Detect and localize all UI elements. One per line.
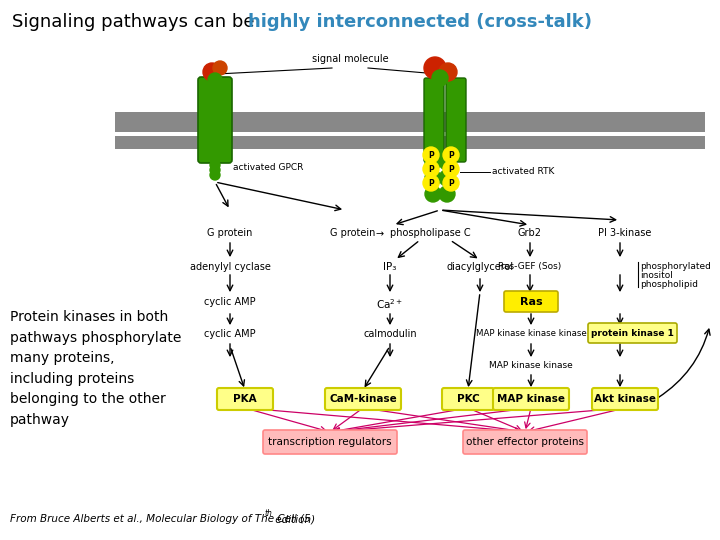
FancyBboxPatch shape xyxy=(198,77,232,163)
FancyBboxPatch shape xyxy=(424,78,444,162)
Text: highly interconnected (cross-talk): highly interconnected (cross-talk) xyxy=(248,13,592,31)
Text: Ras: Ras xyxy=(520,297,542,307)
Text: calmodulin: calmodulin xyxy=(363,329,417,339)
Text: Signaling pathways can be: Signaling pathways can be xyxy=(12,13,260,31)
Text: From Bruce Alberts et al., Molecular Biology of The Cell (5: From Bruce Alberts et al., Molecular Bio… xyxy=(10,514,310,524)
Text: adenylyl cyclase: adenylyl cyclase xyxy=(189,262,271,272)
Text: MAP kinase kinase: MAP kinase kinase xyxy=(489,361,573,370)
Text: Ca$^{2+}$: Ca$^{2+}$ xyxy=(377,297,403,311)
Text: protein kinase 1: protein kinase 1 xyxy=(590,329,673,339)
Text: IP₃: IP₃ xyxy=(383,262,397,272)
Text: Protein kinases in both
pathways phosphorylate
many proteins,
including proteins: Protein kinases in both pathways phospho… xyxy=(10,310,181,427)
Text: inositol: inositol xyxy=(640,271,673,280)
Circle shape xyxy=(439,186,455,202)
Text: PKC: PKC xyxy=(456,394,480,404)
Text: Akt kinase: Akt kinase xyxy=(594,394,656,404)
Circle shape xyxy=(432,70,448,86)
Text: P: P xyxy=(428,165,434,173)
Circle shape xyxy=(424,57,446,79)
FancyBboxPatch shape xyxy=(588,323,677,343)
FancyBboxPatch shape xyxy=(217,388,273,410)
Circle shape xyxy=(210,165,220,175)
Text: signal molecule: signal molecule xyxy=(312,54,388,64)
Text: activated GPCR: activated GPCR xyxy=(233,164,303,172)
FancyBboxPatch shape xyxy=(493,388,569,410)
Text: P: P xyxy=(448,151,454,159)
Text: PI 3-kinase: PI 3-kinase xyxy=(598,228,652,238)
Text: Grb2: Grb2 xyxy=(518,228,542,238)
Circle shape xyxy=(423,147,439,163)
Text: G protein: G protein xyxy=(207,228,253,238)
Text: MAP kinase: MAP kinase xyxy=(497,394,565,404)
Circle shape xyxy=(203,63,221,81)
Circle shape xyxy=(210,160,220,170)
Circle shape xyxy=(423,161,439,177)
Text: edition): edition) xyxy=(272,514,315,524)
Circle shape xyxy=(423,175,439,191)
Text: P: P xyxy=(428,151,434,159)
Text: other effector proteins: other effector proteins xyxy=(466,437,584,447)
Text: cyclic AMP: cyclic AMP xyxy=(204,297,256,307)
Text: transcription regulators: transcription regulators xyxy=(268,437,392,447)
Bar xyxy=(115,136,705,149)
Text: MAP kinase kinase kinase: MAP kinase kinase kinase xyxy=(476,329,586,338)
Text: diacylglycerol: diacylglycerol xyxy=(446,262,513,272)
Text: phosphorylated: phosphorylated xyxy=(640,262,711,271)
FancyBboxPatch shape xyxy=(442,388,494,410)
Text: cyclic AMP: cyclic AMP xyxy=(204,329,256,339)
Text: activated RTK: activated RTK xyxy=(492,167,554,177)
FancyBboxPatch shape xyxy=(263,430,397,454)
Circle shape xyxy=(208,73,222,87)
Text: phospholipid: phospholipid xyxy=(640,280,698,289)
Text: P: P xyxy=(448,179,454,187)
Circle shape xyxy=(210,170,220,180)
Bar xyxy=(115,112,705,132)
Circle shape xyxy=(443,175,459,191)
Text: PKA: PKA xyxy=(233,394,257,404)
Circle shape xyxy=(213,61,227,75)
Circle shape xyxy=(439,63,457,81)
FancyBboxPatch shape xyxy=(592,388,658,410)
Text: G protein: G protein xyxy=(330,228,375,238)
Circle shape xyxy=(425,170,441,186)
Circle shape xyxy=(439,170,455,186)
FancyBboxPatch shape xyxy=(504,291,558,312)
Circle shape xyxy=(439,154,455,170)
FancyBboxPatch shape xyxy=(463,430,587,454)
Circle shape xyxy=(443,161,459,177)
Text: P: P xyxy=(428,179,434,187)
Text: Ras-GEF (Sos): Ras-GEF (Sos) xyxy=(498,262,562,271)
Circle shape xyxy=(425,154,441,170)
FancyBboxPatch shape xyxy=(446,78,466,162)
Text: th: th xyxy=(265,509,273,518)
Circle shape xyxy=(443,147,459,163)
Text: P: P xyxy=(448,165,454,173)
FancyBboxPatch shape xyxy=(325,388,401,410)
Text: phospholipase C: phospholipase C xyxy=(390,228,471,238)
Circle shape xyxy=(425,186,441,202)
Text: →: → xyxy=(375,229,383,239)
Text: CaM-kinase: CaM-kinase xyxy=(329,394,397,404)
